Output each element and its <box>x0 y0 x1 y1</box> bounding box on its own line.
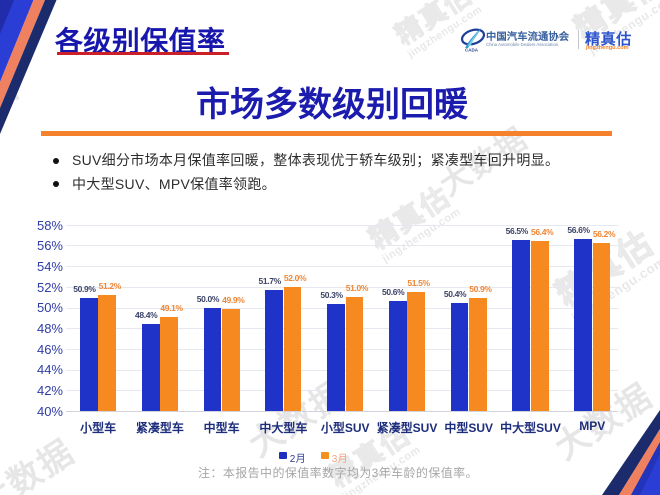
svg-text:CADA: CADA <box>465 48 479 53</box>
